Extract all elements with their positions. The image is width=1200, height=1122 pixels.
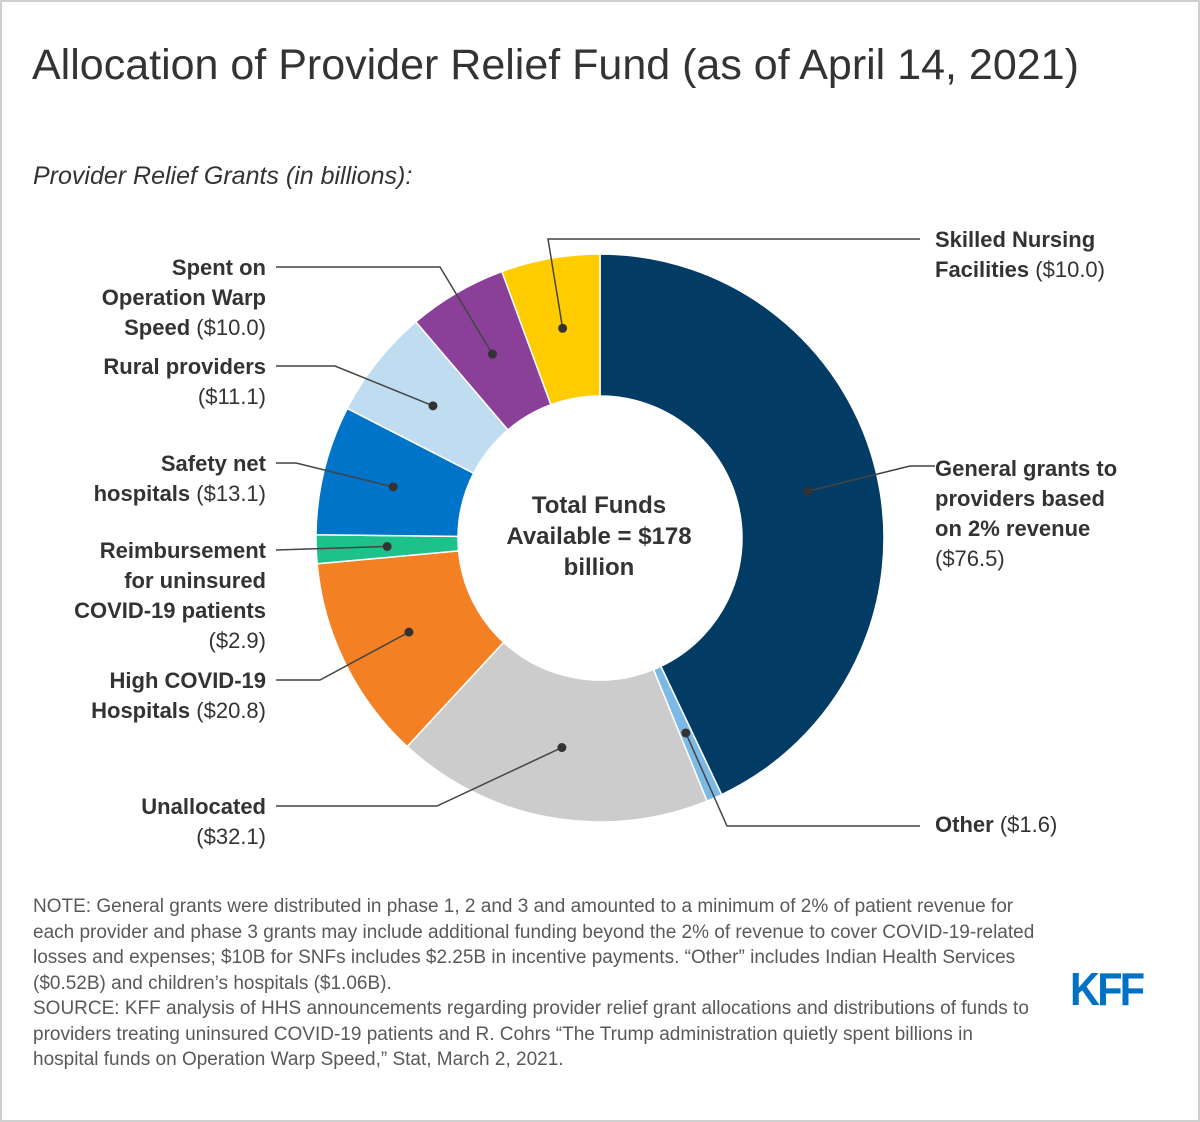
leader-skilled-nursing-dot	[558, 323, 568, 333]
slice-skilled-nursing-facilities	[500, 253, 601, 406]
leader-other-dot	[681, 728, 691, 738]
label-unallocated: Unallocated ($32.1)	[141, 794, 266, 849]
leader-rural-providers-dot	[428, 401, 438, 411]
leader-reimbursement-dot	[382, 541, 392, 551]
center-label-line-1: Total Funds	[531, 492, 667, 519]
center-label-line-2: Available = $178	[506, 523, 692, 550]
source-text: SOURCE: KFF analysis of HHS announcement…	[33, 998, 1029, 1070]
note-text: NOTE: General grants were distributed in…	[33, 896, 1035, 994]
leader-rural-providers	[276, 365, 434, 407]
leader-general-grants-dot	[803, 486, 813, 496]
label-rural-providers: Rural providers ($11.1)	[103, 354, 266, 409]
label-general-grants: General grants to providers based on 2% …	[935, 456, 1118, 571]
label-reimbursement-uninsured: Reimbursement for uninsured COVID-19 pat…	[74, 538, 266, 653]
leader-reimbursement	[275, 545, 388, 551]
leader-unallocated	[276, 746, 563, 807]
slice-general-grants-to-providers-based-on-2-revenue	[599, 253, 885, 796]
center-label-line-3: billion	[563, 554, 635, 581]
leader-safety-net-hospitals	[276, 462, 394, 488]
chart-subtitle: Provider Relief Grants (in billions):	[33, 162, 413, 190]
label-high-covid-hospitals: High COVID-19 Hospitals ($20.8)	[91, 668, 266, 723]
label-other: Other ($1.6)	[935, 812, 1058, 837]
slice-unallocated	[406, 641, 708, 823]
leader-general-grants	[807, 465, 935, 492]
leader-skilled-nursing	[547, 238, 920, 329]
leader-operation-warp-speed	[276, 266, 494, 355]
label-safety-net-hospitals: Safety net hospitals ($13.1)	[93, 451, 266, 506]
notes: NOTE: General grants were distributed in…	[33, 894, 1043, 1073]
leader-high-covid-hospitals-dot	[404, 627, 414, 637]
chart-title: Allocation of Provider Relief Fund (as o…	[32, 41, 1079, 89]
leader-operation-warp-speed-dot	[487, 349, 497, 359]
center-label: Total Funds Available = $178 billion	[460, 490, 738, 583]
leader-safety-net-hospitals-dot	[388, 482, 398, 492]
leader-unallocated-dot	[557, 743, 567, 753]
leader-other	[685, 732, 920, 827]
kff-logo: KFF	[1070, 963, 1145, 1015]
leader-high-covid-hospitals	[276, 631, 410, 681]
label-skilled-nursing: Skilled Nursing Facilities ($10.0)	[935, 227, 1105, 282]
label-operation-warp-speed: Spent on Operation Warp Speed ($10.0)	[101, 255, 266, 340]
